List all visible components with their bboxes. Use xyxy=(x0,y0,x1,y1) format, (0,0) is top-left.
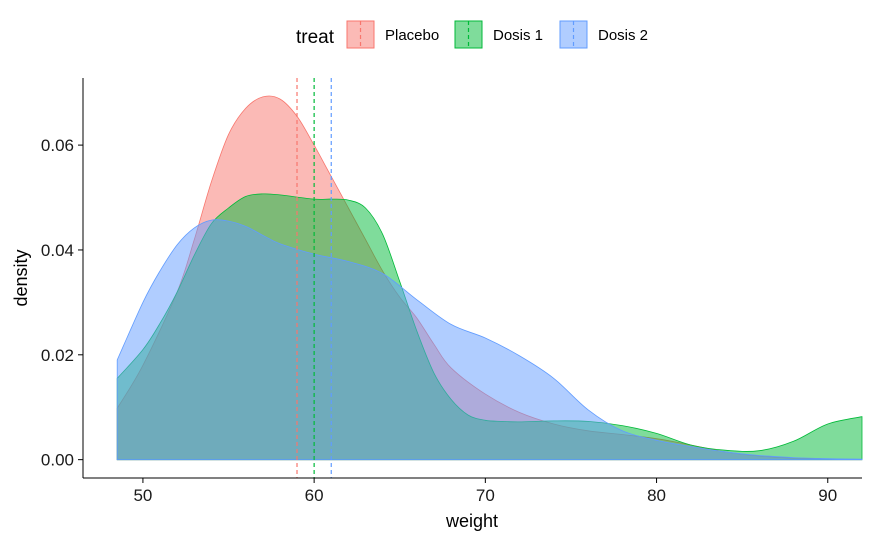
x-axis-title: weight xyxy=(445,511,498,531)
y-axis-title: density xyxy=(11,249,31,306)
legend-label-dosis-1: Dosis 1 xyxy=(493,27,543,44)
y-ticks: 0.00 0.02 0.04 0.06 xyxy=(41,136,83,470)
x-tick-label: 90 xyxy=(818,486,837,505)
legend-item-placebo: Placebo xyxy=(346,20,439,49)
legend-title: treat xyxy=(296,27,335,48)
y-tick-label: 0.00 xyxy=(41,451,74,470)
legend-label-placebo: Placebo xyxy=(385,27,439,44)
legend-item-dosis-2: Dosis 2 xyxy=(559,20,648,49)
x-tick-label: 80 xyxy=(647,486,666,505)
density-areas xyxy=(116,95,863,461)
legend-label-dosis-2: Dosis 2 xyxy=(598,27,648,44)
mean-lines xyxy=(296,78,332,478)
y-tick-label: 0.02 xyxy=(41,346,74,365)
y-tick-label: 0.04 xyxy=(41,241,74,260)
x-ticks: 50 60 70 80 90 xyxy=(133,478,837,505)
y-tick-label: 0.06 xyxy=(41,136,74,155)
legend-item-dosis-1: Dosis 1 xyxy=(454,20,543,49)
density-area-dosis-2 xyxy=(116,219,863,461)
legend: treat Placebo Dosis 1 Dosis 2 xyxy=(296,20,648,49)
x-tick-label: 60 xyxy=(305,486,324,505)
x-tick-label: 70 xyxy=(476,486,495,505)
x-tick-label: 50 xyxy=(133,486,152,505)
